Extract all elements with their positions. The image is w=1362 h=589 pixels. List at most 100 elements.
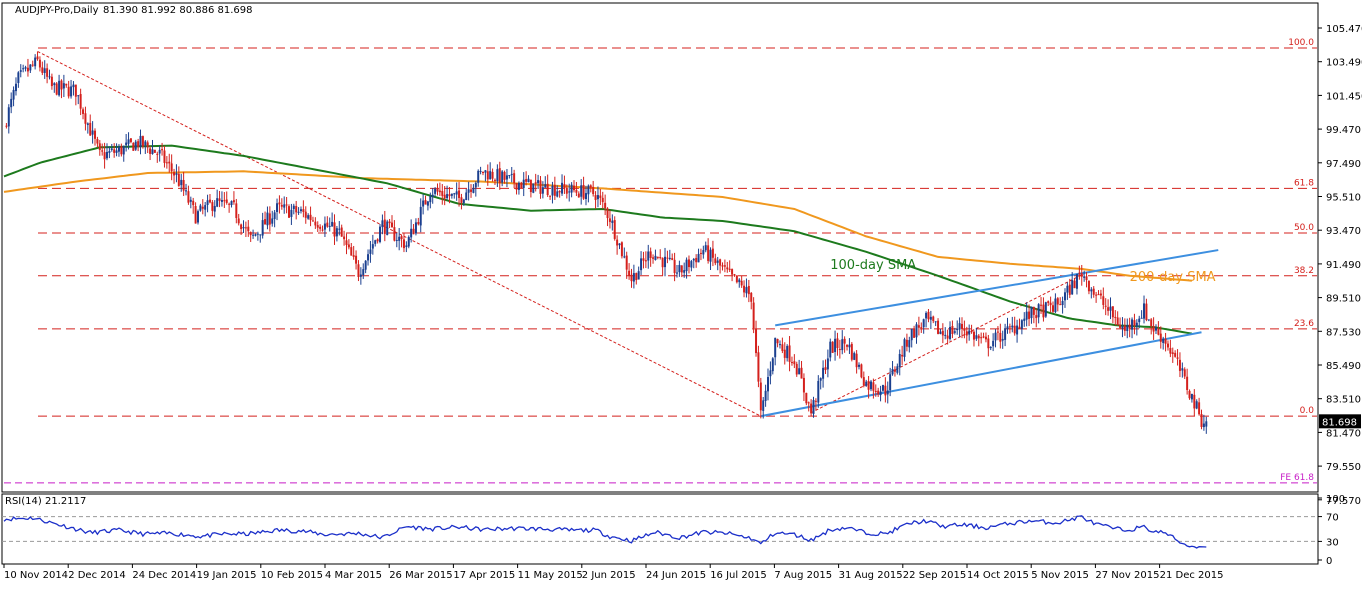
candle-body [450,193,453,196]
candle-body [482,171,484,173]
x-tick-label: 2 Jun 2015 [582,570,636,581]
candle-body [767,377,770,392]
candle-body [7,107,10,127]
candle-body [431,194,434,197]
candle-body [70,86,73,97]
candle-body [369,249,372,254]
candle-body [491,171,494,179]
x-tick-label: 26 Mar 2015 [389,570,452,581]
candle-body [745,287,748,294]
candle-body [798,368,801,375]
y-tick-label: 89.510 [1326,294,1361,305]
candle-body [525,179,528,182]
candle-body [711,248,714,258]
candle-body [989,346,992,349]
candle-body [910,328,913,341]
x-tick-label: 14 Oct 2015 [967,570,1029,581]
candle-body [230,201,233,206]
candle-body [333,222,336,237]
x-tick-label: 4 Mar 2015 [325,570,382,581]
candle-body [244,227,247,229]
candle-body [1083,276,1086,278]
candle-body [19,70,22,72]
candle-body [247,226,250,232]
candle-body [141,136,144,147]
candle-body [1025,311,1028,320]
candle-body [558,190,561,193]
last-price-tag [1319,414,1361,429]
candle-body [1092,288,1095,295]
candle-body [41,67,44,73]
candle-body [170,163,173,172]
candle-body [671,258,674,260]
candle-body [426,201,429,206]
candle-body [110,148,113,150]
y-tick-label: 93.470 [1326,226,1361,237]
main-frame [1,2,1319,493]
candle-body [225,199,228,203]
x-tick-label: 24 Dec 2014 [132,570,196,581]
candle-body [1042,304,1045,318]
candle-body [601,197,604,203]
x-axis: 10 Nov 2014 2 Dec 2014 24 Dec 2014 19 Jan 2… [3,564,1223,581]
candle-body [939,331,942,334]
candle-body [386,221,389,236]
candle-body [46,68,49,77]
candle-body [355,255,358,264]
candle-body [53,83,56,86]
candle-body [419,206,422,226]
x-tick-label: 31 Aug 2015 [839,570,903,581]
y-tick-label: 105.470 [1326,24,1362,35]
candle-body [213,205,216,212]
candle-body [1078,272,1081,274]
candle-body [276,203,279,212]
candle-body [156,153,159,155]
candle-body [652,257,655,259]
candle-body [699,252,702,254]
candle-body [874,390,877,392]
candle-body [1090,289,1093,292]
candle-body [94,130,97,139]
candle-body [1162,338,1165,343]
candle-body [400,236,403,239]
candle-body [539,180,542,194]
candle-body [177,173,180,186]
rsi-frame [1,493,1319,565]
x-tick-label: 24 Jun 2015 [646,570,706,581]
candle-body [1073,280,1076,289]
candle-body [1028,311,1031,319]
candle-body [793,361,796,365]
candle-body [434,188,437,194]
candle-body [453,193,456,195]
candle-body [1035,315,1038,319]
candle-body [687,259,690,268]
candle-body [685,259,688,272]
candle-body [376,239,379,242]
candle-body [414,222,417,234]
candle-body [201,206,204,209]
candle-body [72,84,75,88]
candle-body [208,199,211,203]
candle-body [853,353,856,360]
candle-body [381,220,384,228]
candle-body [886,390,889,395]
candle-body [479,170,482,172]
candle-body [22,68,25,70]
candle-body [640,258,643,271]
candle-body [34,57,37,67]
candle-body [755,329,758,354]
candle-body [1193,394,1196,409]
candle-body [1063,292,1066,301]
candle-body [805,392,808,404]
inner-trend-line [810,271,1087,414]
candle-body [858,364,861,367]
candle-body [292,205,295,210]
y-tick-label: 103.490 [1326,58,1362,69]
candle-body [175,173,178,175]
x-tick-label: 7 Aug 2015 [774,570,832,581]
candle-body [690,261,693,268]
candle-body [980,337,983,339]
candle-body [407,236,410,247]
candle-body [182,180,185,191]
